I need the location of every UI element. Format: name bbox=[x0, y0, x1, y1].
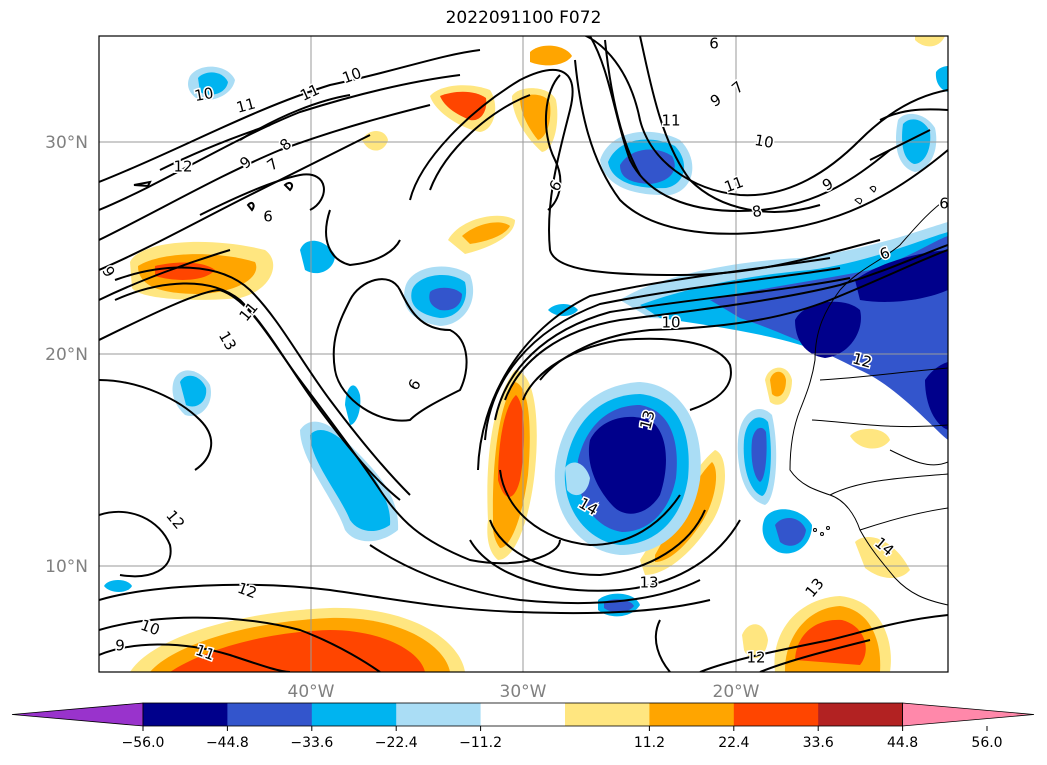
negative-anomaly-area bbox=[795, 301, 861, 358]
negative-anomaly-area bbox=[429, 287, 462, 311]
positive-anomaly-area bbox=[155, 262, 215, 280]
map-title: 2022091100 F072 bbox=[445, 8, 602, 28]
positive-anomaly-area bbox=[742, 624, 768, 659]
negative-anomaly-area bbox=[310, 430, 391, 532]
contour-label: 10 bbox=[753, 131, 775, 152]
colorbar-tick-label: 22.4 bbox=[718, 735, 749, 751]
colorbar-tick-label: −44.8 bbox=[206, 735, 249, 751]
plot-frame bbox=[98, 35, 949, 673]
negative-anomaly-area bbox=[565, 462, 590, 496]
negative-anomaly-area bbox=[925, 362, 948, 430]
positive-anomaly-area bbox=[498, 395, 525, 497]
negative-anomaly-area bbox=[935, 66, 948, 92]
positive-anomaly-area bbox=[795, 619, 866, 665]
colorbar-tick-label: −22.4 bbox=[375, 735, 418, 751]
lon-label-20w: 20°W bbox=[713, 682, 760, 702]
contour-label: 13 bbox=[639, 574, 658, 592]
positive-anomaly-area bbox=[770, 371, 786, 397]
colorbar-segment bbox=[227, 703, 313, 726]
contour-label: 6 bbox=[263, 208, 273, 226]
contour-label: 10 bbox=[661, 314, 680, 332]
lon-label-30w: 30°W bbox=[500, 682, 547, 702]
contour-label: 10 bbox=[193, 84, 215, 105]
colorbar-segment bbox=[565, 703, 650, 726]
positive-anomaly-area bbox=[850, 428, 890, 449]
negative-anomaly-area bbox=[588, 416, 666, 514]
contour-label: 6 bbox=[709, 35, 719, 53]
colorbar-tick-label: 11.2 bbox=[634, 735, 665, 751]
negative-anomaly-area bbox=[180, 375, 207, 407]
lat-label-20n: 20°N bbox=[45, 345, 88, 365]
contour-lines bbox=[99, 36, 948, 672]
contour-label: 9 bbox=[115, 637, 125, 655]
colorbar-segment bbox=[733, 703, 819, 726]
negative-anomaly-area bbox=[775, 518, 806, 546]
coastlines bbox=[789, 185, 948, 606]
lat-label-30n: 30°N bbox=[45, 133, 88, 153]
negative-anomaly-area bbox=[855, 250, 948, 302]
contour-label: 12 bbox=[173, 158, 192, 176]
contour-label: 12 bbox=[746, 649, 765, 667]
positive-anomaly-area bbox=[170, 630, 425, 672]
colorbar-tick-label: −33.6 bbox=[290, 735, 333, 751]
colorbar-segment bbox=[818, 703, 904, 726]
shaded-field bbox=[104, 36, 948, 672]
colorbar-segment bbox=[311, 703, 397, 726]
positive-anomaly-area bbox=[530, 45, 572, 66]
negative-anomaly-area bbox=[751, 427, 767, 482]
negative-anomaly-area bbox=[104, 580, 132, 592]
colorbar: −56.0 −44.8 −33.6 −22.4 −11.2 11.2 22.4 33.6 44.… bbox=[11, 702, 1035, 751]
contour-label: 11 bbox=[661, 112, 680, 130]
colorbar-extend-high bbox=[902, 702, 1035, 727]
colorbar-tick-label: −56.0 bbox=[122, 735, 165, 751]
contour-label: 8 bbox=[751, 202, 764, 221]
colorbar-segment bbox=[396, 703, 482, 726]
colorbar-tick-label: −11.2 bbox=[459, 735, 502, 751]
negative-anomaly-area bbox=[198, 72, 228, 95]
colorbar-tick-label: 33.6 bbox=[803, 735, 834, 751]
colorbar-extend-low bbox=[11, 702, 144, 727]
colorbar-tick-label: 44.8 bbox=[887, 735, 918, 751]
colorbar-segment bbox=[649, 703, 735, 726]
colorbar-segment bbox=[143, 703, 228, 726]
positive-anomaly-area bbox=[855, 537, 910, 579]
colorbar-tick-label: 56.0 bbox=[971, 735, 1002, 751]
positive-anomaly-area bbox=[462, 222, 510, 244]
lon-label-40w: 40°W bbox=[288, 682, 335, 702]
contour-label: 6 bbox=[939, 195, 949, 213]
lat-label-10n: 10°N bbox=[45, 557, 88, 577]
colorbar-frame bbox=[142, 702, 903, 727]
negative-anomaly-area bbox=[300, 240, 335, 274]
colorbar-segment bbox=[480, 703, 566, 726]
positive-anomaly-area bbox=[915, 36, 945, 47]
positive-anomaly-area bbox=[520, 94, 551, 140]
